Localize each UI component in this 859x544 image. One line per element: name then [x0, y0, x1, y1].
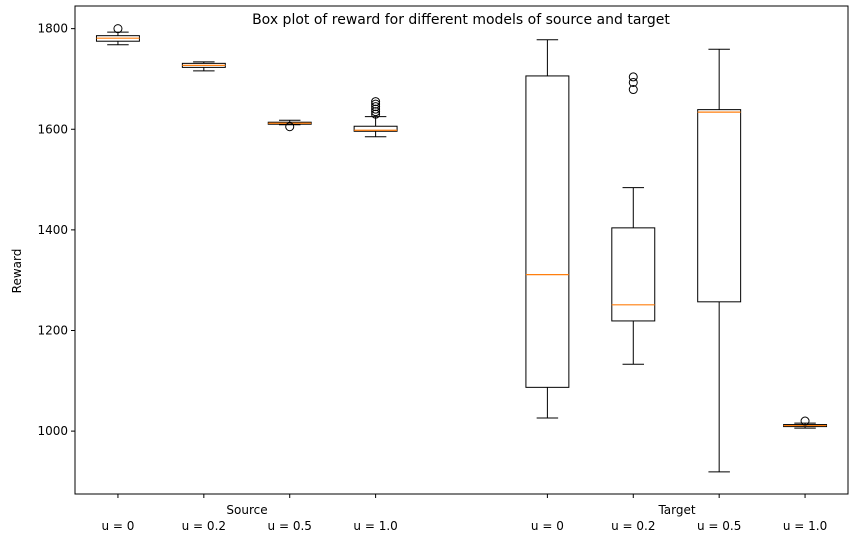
outlier-source-3-5: [371, 97, 381, 107]
box-target-2: [697, 109, 742, 303]
outlier-target-1-2: [628, 72, 638, 82]
outlier-target-3-0: [800, 416, 810, 426]
outlier-source-3-3: [371, 102, 381, 112]
x-tick-label-target-0: u = 0: [531, 519, 564, 533]
box-target-0: [525, 75, 570, 388]
x-tick-label-source-1: u = 0.2: [182, 519, 226, 533]
y-tick-label-1600: 1600: [37, 122, 68, 136]
x-tick-label-target-3: u = 1.0: [783, 519, 827, 533]
box-source-3: [353, 125, 398, 132]
x-tick-label-target-1: u = 0.2: [611, 519, 655, 533]
outlier-target-1-1: [628, 77, 638, 87]
axes-frame: [74, 5, 849, 495]
y-tick-label-1800: 1800: [37, 22, 68, 36]
outlier-source-3-4: [371, 99, 381, 109]
x-tick-label-source-0: u = 0: [101, 519, 134, 533]
plot-area: 1000 1200 1400 1600 1800 u = 0 u = 0.2 u = 0.5 u…: [37, 22, 827, 533]
group-label-source: Source: [226, 503, 267, 517]
y-tick-label-1000: 1000: [37, 424, 68, 438]
outlier-source-2-0: [285, 122, 295, 132]
x-tick-label-source-3: u = 1.0: [353, 519, 397, 533]
y-tick-label-1400: 1400: [37, 223, 68, 237]
y-axis-label: Reward: [10, 249, 24, 294]
outlier-target-1-0: [628, 85, 638, 95]
x-tick-label-source-2: u = 0.5: [268, 519, 312, 533]
group-label-target: Target: [657, 503, 695, 517]
y-tick-label-1200: 1200: [37, 323, 68, 337]
x-tick-label-target-2: u = 0.5: [697, 519, 741, 533]
box-target-1: [611, 227, 656, 322]
outlier-source-0-0: [113, 24, 123, 34]
chart-title: Box plot of reward for different models …: [252, 12, 670, 28]
